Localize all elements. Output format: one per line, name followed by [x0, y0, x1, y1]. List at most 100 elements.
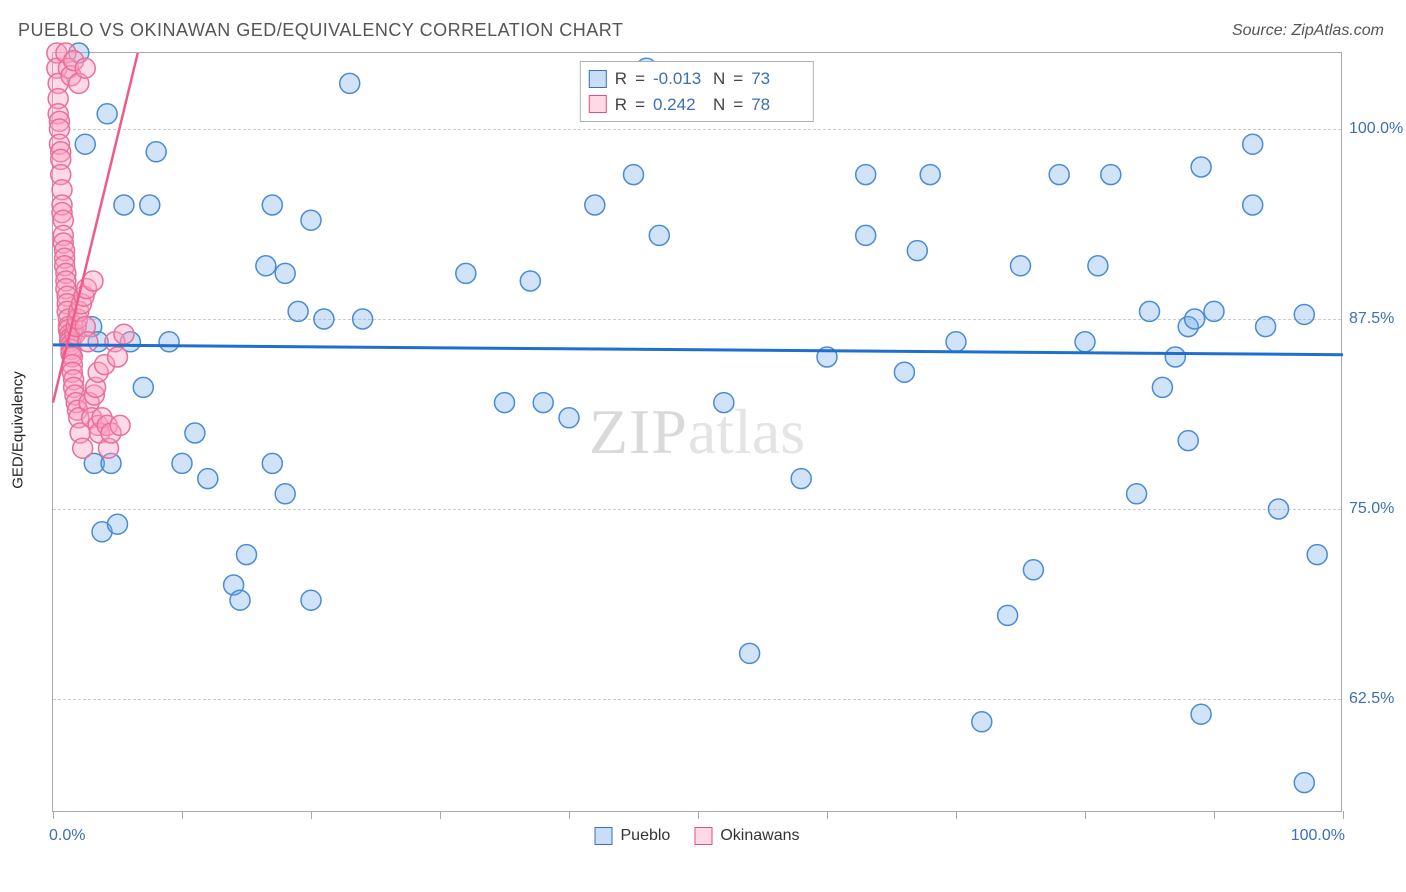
stat-r-value: -0.013	[653, 66, 705, 92]
x-tick	[182, 811, 183, 819]
x-tick	[1343, 811, 1344, 819]
stat-r-label: R	[615, 92, 627, 118]
data-point	[1204, 301, 1224, 321]
data-point	[1178, 431, 1198, 451]
y-axis-label: GED/Equivalency	[10, 371, 27, 489]
data-point	[340, 73, 360, 93]
chart-container: PUEBLO VS OKINAWAN GED/EQUIVALENCY CORRE…	[0, 0, 1406, 892]
data-point	[856, 225, 876, 245]
data-point	[495, 393, 515, 413]
swatch-blue-icon	[595, 827, 613, 845]
stats-legend: R = -0.013 N = 73 R = 0.242 N = 78	[580, 61, 814, 122]
x-tick	[569, 811, 570, 819]
data-point	[946, 332, 966, 352]
data-point	[146, 142, 166, 162]
stat-n-label: N	[713, 92, 725, 118]
stat-n-value: 78	[751, 92, 803, 118]
data-point	[114, 324, 134, 344]
data-point	[907, 241, 927, 261]
data-point	[520, 271, 540, 291]
data-point	[1101, 165, 1121, 185]
data-point	[1243, 195, 1263, 215]
data-point	[301, 210, 321, 230]
stat-n-value: 73	[751, 66, 803, 92]
data-point	[1191, 704, 1211, 724]
plot-svg	[53, 53, 1343, 813]
stat-r-value: 0.242	[653, 92, 705, 118]
data-point	[237, 545, 257, 565]
plot-border: 62.5%75.0%87.5%100.0% ZIPatlas R = -0.01…	[52, 52, 1342, 812]
data-point	[972, 712, 992, 732]
x-tick	[1085, 811, 1086, 819]
legend-label: Pueblo	[621, 827, 671, 845]
data-point	[894, 362, 914, 382]
data-point	[133, 377, 153, 397]
x-axis-max-label: 100.0%	[1291, 827, 1345, 845]
y-tick-label: 75.0%	[1349, 500, 1406, 518]
data-point	[998, 605, 1018, 625]
data-point	[714, 393, 734, 413]
data-point	[314, 309, 334, 329]
plot-area: 62.5%75.0%87.5%100.0% ZIPatlas R = -0.01…	[52, 52, 1342, 812]
data-point	[198, 469, 218, 489]
data-point	[1243, 134, 1263, 154]
data-point	[301, 590, 321, 610]
data-point	[649, 225, 669, 245]
equals-icon: =	[635, 66, 645, 92]
x-tick	[53, 811, 54, 819]
stat-n-label: N	[713, 66, 725, 92]
data-point	[1023, 560, 1043, 580]
data-point	[1165, 347, 1185, 367]
trend-line	[53, 345, 1343, 355]
stats-row-okinawans: R = 0.242 N = 78	[589, 92, 803, 118]
data-point	[97, 104, 117, 124]
series-legend: Pueblo Okinawans	[595, 827, 800, 845]
data-point	[75, 134, 95, 154]
data-point	[1191, 157, 1211, 177]
data-point	[1011, 256, 1031, 276]
x-tick	[311, 811, 312, 819]
data-point	[856, 165, 876, 185]
data-point	[791, 469, 811, 489]
data-point	[262, 195, 282, 215]
data-point	[1269, 499, 1289, 519]
x-tick	[698, 811, 699, 819]
data-point	[185, 423, 205, 443]
stat-r-label: R	[615, 66, 627, 92]
data-point	[1140, 301, 1160, 321]
data-point	[1185, 309, 1205, 329]
data-point	[140, 195, 160, 215]
data-point	[624, 165, 644, 185]
data-point	[75, 58, 95, 78]
legend-item-pueblo: Pueblo	[595, 827, 671, 845]
swatch-pink-icon	[589, 95, 607, 113]
data-point	[73, 438, 93, 458]
data-point	[114, 195, 134, 215]
x-tick	[440, 811, 441, 819]
equals-icon: =	[733, 66, 743, 92]
data-point	[456, 263, 476, 283]
stats-row-pueblo: R = -0.013 N = 73	[589, 66, 803, 92]
x-tick	[956, 811, 957, 819]
chart-title: PUEBLO VS OKINAWAN GED/EQUIVALENCY CORRE…	[18, 20, 623, 41]
data-point	[275, 263, 295, 283]
y-tick-label: 87.5%	[1349, 310, 1406, 328]
data-point	[1294, 773, 1314, 793]
y-tick-label: 100.0%	[1349, 120, 1406, 138]
data-point	[256, 256, 276, 276]
data-point	[1088, 256, 1108, 276]
data-point	[230, 590, 250, 610]
data-point	[920, 165, 940, 185]
data-point	[275, 484, 295, 504]
data-point	[353, 309, 373, 329]
data-point	[288, 301, 308, 321]
equals-icon: =	[733, 92, 743, 118]
data-point	[1294, 304, 1314, 324]
data-point	[1256, 317, 1276, 337]
equals-icon: =	[635, 92, 645, 118]
data-point	[108, 514, 128, 534]
y-tick-label: 62.5%	[1349, 690, 1406, 708]
data-point	[559, 408, 579, 428]
data-point	[262, 453, 282, 473]
data-point	[159, 332, 179, 352]
